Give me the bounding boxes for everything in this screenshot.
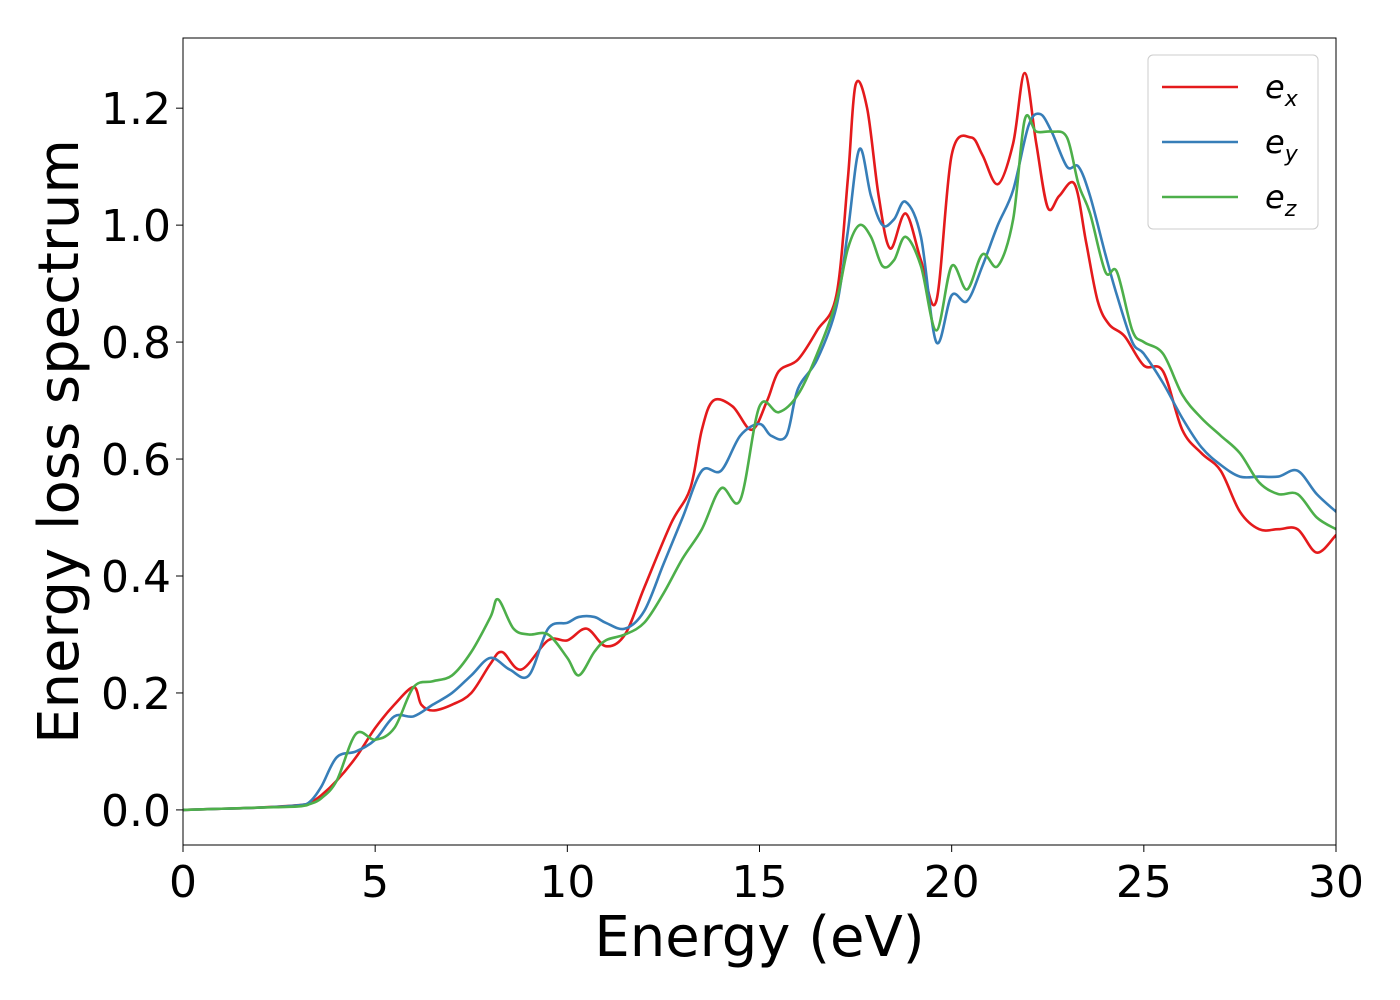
y-tick-label: 0.2 xyxy=(101,669,171,720)
x-tick-label: 20 xyxy=(924,857,980,908)
x-tick-label: 15 xyxy=(732,857,788,908)
x-axis-ticks: 0 5 10 15 20 25 30 xyxy=(169,845,1364,908)
y-axis-ticks: 0.0 0.2 0.4 0.6 0.8 1.0 1.2 xyxy=(101,84,183,837)
x-tick-label: 25 xyxy=(1116,857,1172,908)
series-line-e-z xyxy=(183,113,1336,812)
y-tick-label: 1.0 xyxy=(101,201,171,252)
y-tick-label: 0.8 xyxy=(101,318,171,369)
y-tick-label: 1.2 xyxy=(101,84,171,135)
legend-label-e-x: ex xyxy=(1265,68,1299,112)
x-tick-label: 0 xyxy=(169,857,197,908)
series-group xyxy=(183,71,1336,812)
y-axis-title: Energy loss spectrum xyxy=(27,139,92,744)
y-tick-label: 0.0 xyxy=(101,786,171,837)
y-tick-label: 0.6 xyxy=(101,435,171,486)
legend: ex ey ez xyxy=(1147,54,1319,230)
series-line-e-y xyxy=(183,112,1336,812)
x-tick-label: 30 xyxy=(1308,857,1364,908)
x-axis-title: Energy (eV) xyxy=(594,905,924,970)
legend-label-e-z: ez xyxy=(1265,178,1297,222)
legend-label-e-y: ey xyxy=(1265,123,1299,167)
y-tick-label: 0.4 xyxy=(101,552,171,603)
x-tick-label: 5 xyxy=(361,857,389,908)
x-tick-label: 10 xyxy=(539,857,595,908)
